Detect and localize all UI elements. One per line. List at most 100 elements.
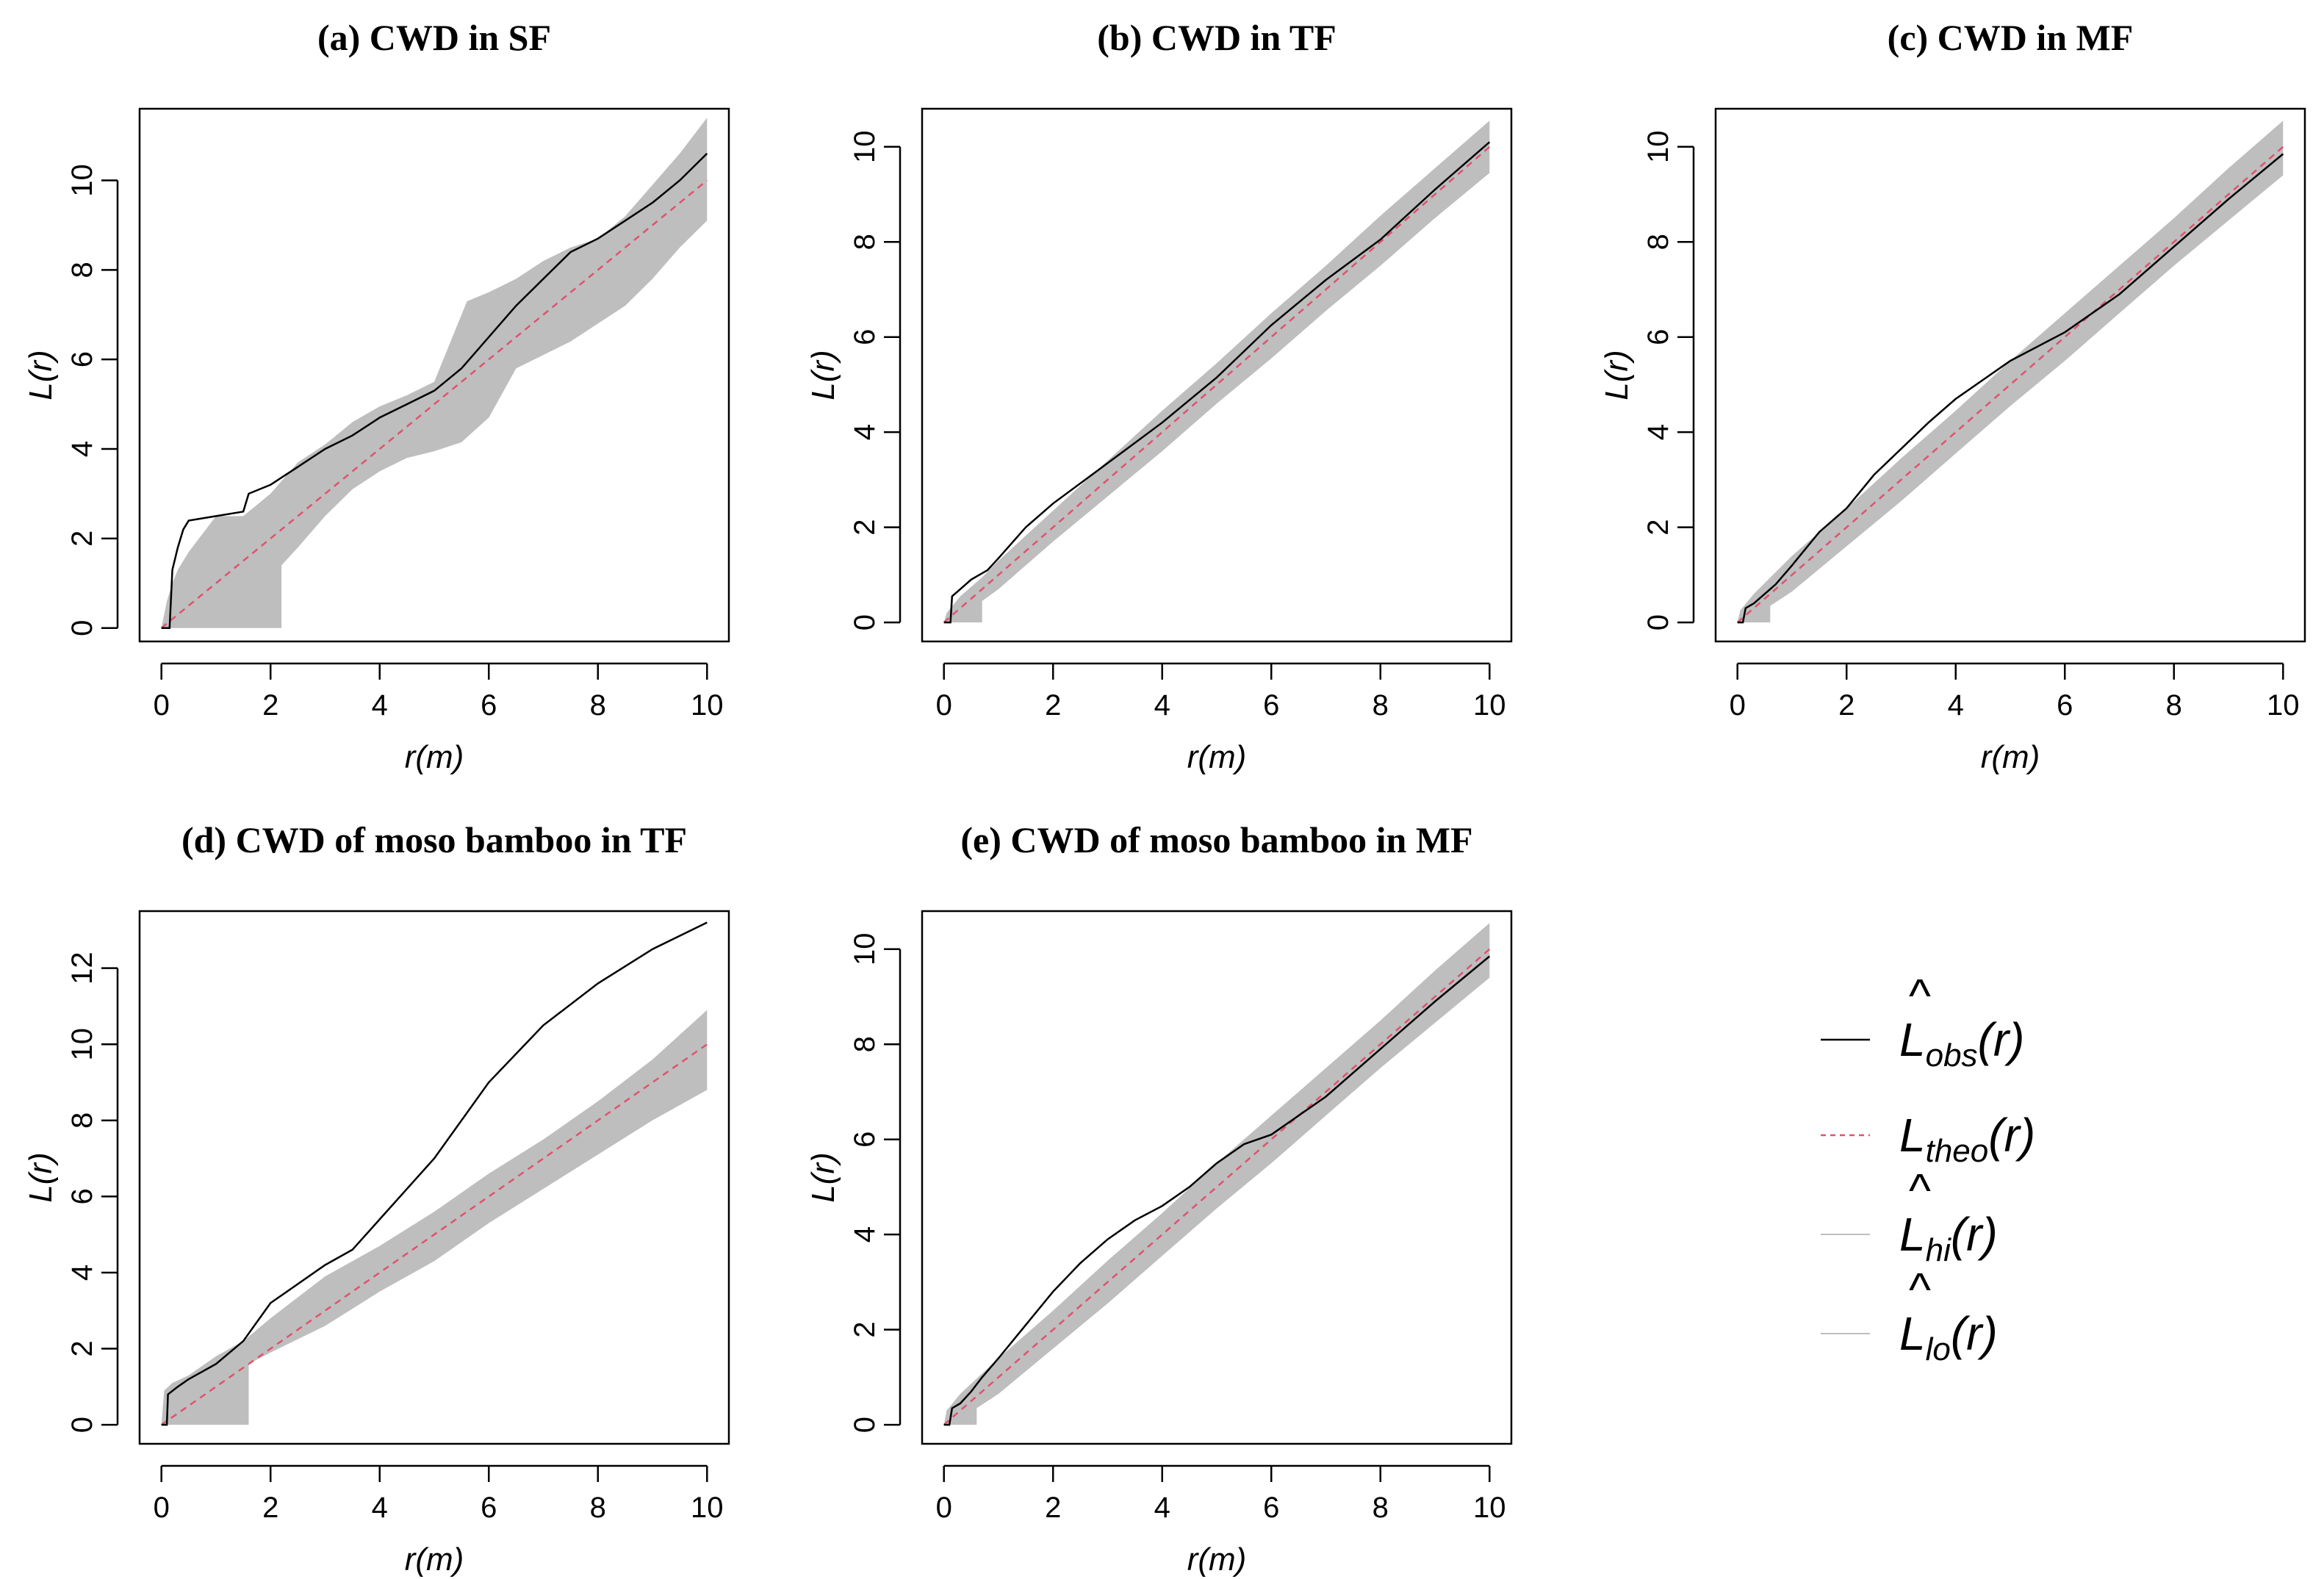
y-tick-label: 8 xyxy=(849,234,881,250)
legend-subscript: lo xyxy=(1926,1331,1951,1367)
observed-line xyxy=(161,153,708,629)
theoretical-line xyxy=(943,145,1491,624)
y-tick-label: 6 xyxy=(66,1188,98,1204)
y-axis-label: L(r) xyxy=(805,350,841,400)
x-tick-label: 4 xyxy=(1154,1492,1170,1524)
theoretical-line xyxy=(1736,145,2284,624)
y-tick-label: 0 xyxy=(66,620,98,636)
x-tick-label: 6 xyxy=(2057,689,2073,722)
y-tick-label: 0 xyxy=(66,1417,98,1433)
legend-arg: (r) xyxy=(1978,1013,2025,1066)
y-tick-label: 8 xyxy=(1642,234,1674,250)
envelope-band xyxy=(943,121,1490,623)
x-tick-label: 0 xyxy=(1730,689,1746,722)
legend-main: L xyxy=(1899,1307,1926,1360)
x-axis-label: r(m) xyxy=(1187,1542,1247,1578)
legend-item-hi: Lhi(r)^ xyxy=(1821,1164,1998,1268)
legend-arg: (r) xyxy=(1951,1208,1998,1261)
y-tick-label: 8 xyxy=(849,1036,881,1052)
x-tick-label: 10 xyxy=(2267,689,2300,722)
envelope-band xyxy=(943,923,1490,1425)
panel-title: (d) CWD of moso bamboo in TF xyxy=(181,819,687,860)
legend-main: L xyxy=(1899,1013,1926,1066)
legend-label: Lhi(r) xyxy=(1899,1208,1998,1268)
y-axis-label: L(r) xyxy=(23,350,59,400)
x-tick-label: 10 xyxy=(691,1492,724,1524)
envelope-band xyxy=(1737,121,2284,623)
y-tick-label: 4 xyxy=(66,441,98,457)
x-axis-label: r(m) xyxy=(405,739,464,775)
legend-main: L xyxy=(1899,1208,1926,1261)
theoretical-line xyxy=(160,179,708,629)
legend-arg: (r) xyxy=(1951,1307,1998,1360)
envelope-band xyxy=(161,118,708,628)
envelope-band xyxy=(161,1010,708,1425)
panel-4: 0 2 4 6 8 10 r(m) 0 2 4 6 8 10 L(r) (e) CWD of moso ba… xyxy=(805,819,1513,1578)
legend-label: Ltheo(r) xyxy=(1899,1109,2035,1169)
theoretical-line xyxy=(160,1043,708,1426)
plot-frame xyxy=(921,910,1513,1445)
x-axis-label: r(m) xyxy=(1187,739,1247,775)
x-tick-label: 6 xyxy=(1263,689,1279,722)
y-tick-label: 0 xyxy=(849,1417,881,1433)
legend-hat: ^ xyxy=(1908,969,1931,1022)
x-tick-label: 8 xyxy=(590,689,606,722)
panel-2: 0 2 4 6 8 10 r(m) 0 2 4 6 8 10 L(r) (c) CWD in MF xyxy=(1599,17,2306,775)
y-tick-label: 6 xyxy=(1642,329,1674,345)
y-tick-label: 0 xyxy=(849,614,881,630)
x-tick-label: 4 xyxy=(1154,689,1170,722)
y-tick-label: 8 xyxy=(66,262,98,278)
y-tick-label: 6 xyxy=(849,1132,881,1148)
y-tick-label: 12 xyxy=(66,952,98,985)
legend-hat: ^ xyxy=(1908,1164,1931,1217)
panel-title: (e) CWD of moso bamboo in MF xyxy=(960,819,1472,860)
x-tick-label: 8 xyxy=(590,1492,606,1524)
x-tick-label: 8 xyxy=(1373,689,1389,722)
y-tick-label: 4 xyxy=(849,1226,881,1242)
y-tick-label: 10 xyxy=(66,164,98,197)
y-axis-label: L(r) xyxy=(1599,350,1635,400)
legend-subscript: obs xyxy=(1926,1037,1978,1073)
y-tick-label: 0 xyxy=(1642,614,1674,630)
panel-title: (b) CWD in TF xyxy=(1097,17,1337,58)
panel-title: (a) CWD in SF xyxy=(317,17,551,58)
panel-1: 0 2 4 6 8 10 r(m) 0 2 4 6 8 10 L(r) (b) CWD in TF xyxy=(805,17,1513,775)
x-tick-label: 2 xyxy=(1045,689,1061,722)
plot-frame xyxy=(138,910,730,1445)
x-tick-label: 8 xyxy=(1373,1492,1389,1524)
x-tick-label: 6 xyxy=(1263,1492,1279,1524)
legend-label: Llo(r) xyxy=(1899,1307,1998,1367)
panel-0: 0 2 4 6 8 10 r(m) 0 2 4 6 8 10 L(r) (a) CWD in SF xyxy=(23,17,730,775)
x-tick-label: 4 xyxy=(372,689,388,722)
plot-frame xyxy=(921,107,1513,643)
x-tick-label: 6 xyxy=(481,1492,497,1524)
x-tick-label: 0 xyxy=(154,1492,170,1524)
y-tick-label: 10 xyxy=(849,933,881,966)
legend: Lobs(r)^Ltheo(r)Lhi(r)^Llo(r)^ xyxy=(1821,969,2035,1367)
observed-line xyxy=(943,141,1491,624)
x-tick-label: 4 xyxy=(372,1492,388,1524)
x-tick-label: 0 xyxy=(936,1492,952,1524)
observed-line xyxy=(1737,153,2284,624)
legend-arg: (r) xyxy=(1988,1109,2035,1162)
y-tick-label: 4 xyxy=(849,424,881,440)
legend-item-theo: Ltheo(r) xyxy=(1821,1109,2035,1169)
x-axis-label: r(m) xyxy=(405,1542,464,1578)
y-tick-label: 10 xyxy=(849,131,881,164)
legend-main: L xyxy=(1899,1109,1926,1162)
x-tick-label: 2 xyxy=(1045,1492,1061,1524)
y-tick-label: 2 xyxy=(849,519,881,536)
y-tick-label: 2 xyxy=(66,1340,98,1356)
x-tick-label: 2 xyxy=(262,1492,278,1524)
y-tick-label: 10 xyxy=(66,1028,98,1061)
y-tick-label: 6 xyxy=(66,351,98,367)
legend-subscript: theo xyxy=(1926,1133,1989,1169)
x-tick-label: 10 xyxy=(1473,1492,1506,1524)
y-tick-label: 2 xyxy=(1642,519,1674,536)
legend-label: Lobs(r) xyxy=(1899,1013,2024,1073)
y-tick-label: 4 xyxy=(66,1265,98,1281)
y-axis-label: L(r) xyxy=(23,1152,59,1202)
y-tick-label: 8 xyxy=(66,1112,98,1129)
legend-hat: ^ xyxy=(1908,1263,1931,1316)
